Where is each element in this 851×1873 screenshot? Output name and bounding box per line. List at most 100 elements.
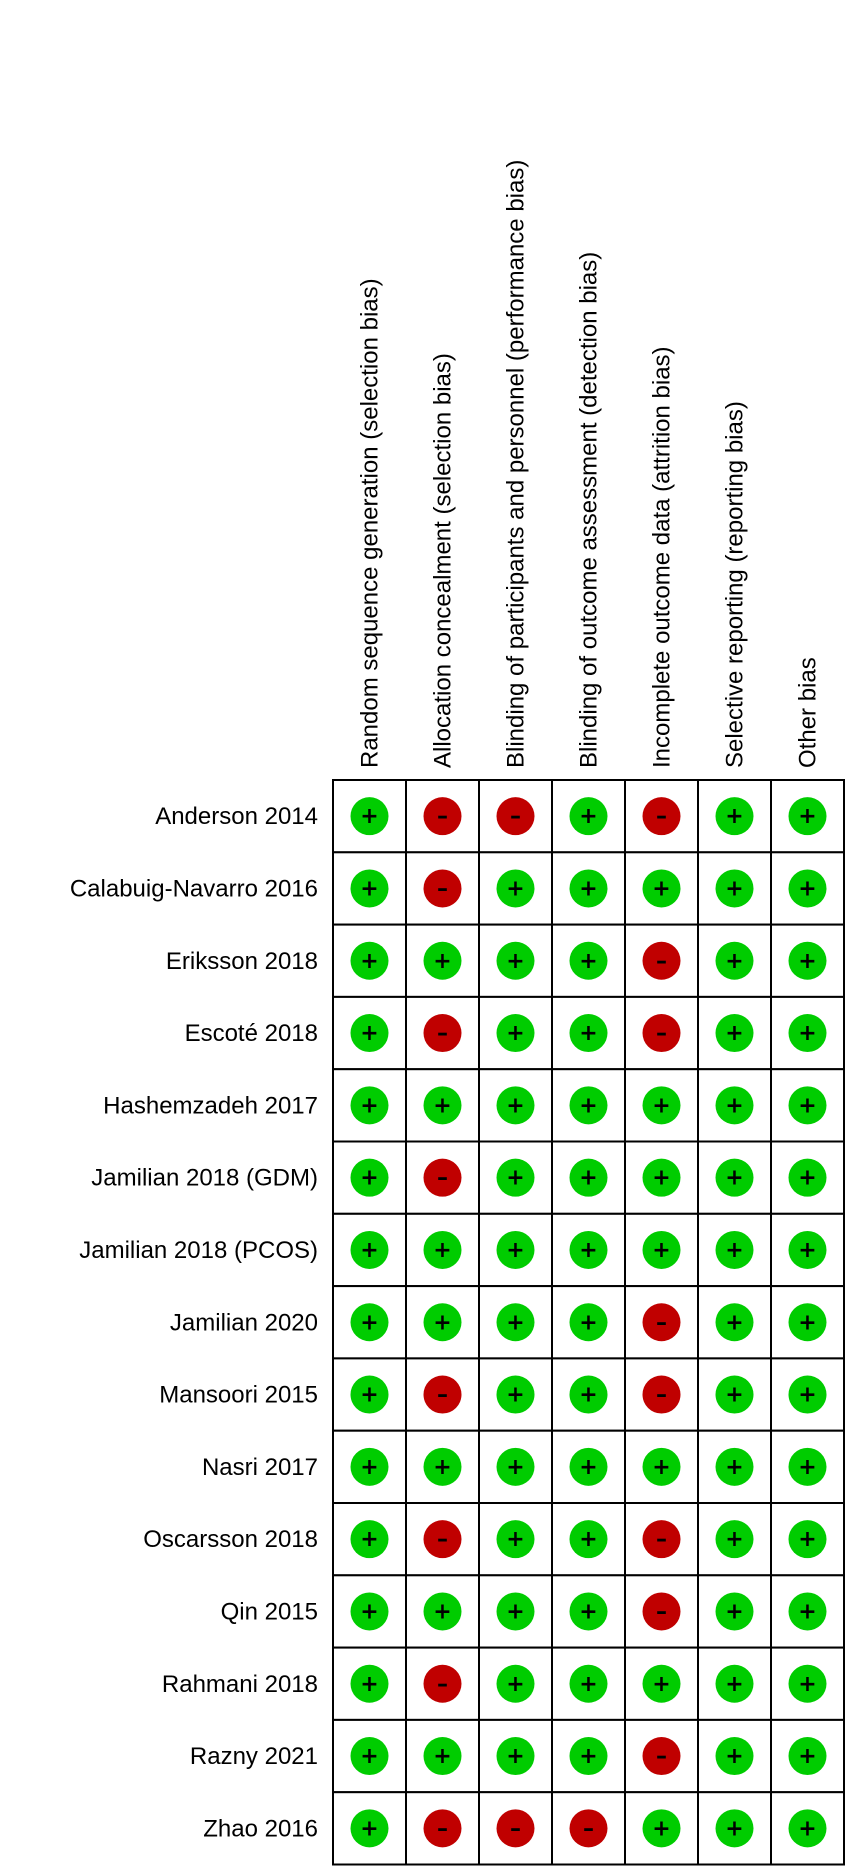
plus-symbol: + — [433, 1599, 451, 1624]
plus-symbol: + — [652, 1816, 670, 1841]
plus-symbol: + — [798, 1093, 816, 1118]
minus-symbol: – — [437, 804, 448, 829]
plus-symbol: + — [506, 1021, 524, 1046]
minus-symbol: – — [656, 1744, 667, 1769]
low-risk-mark — [788, 869, 827, 908]
plus-symbol: + — [360, 1672, 378, 1697]
low-risk-mark — [423, 1086, 462, 1125]
plus-symbol: + — [725, 804, 743, 829]
low-risk-mark — [423, 1230, 462, 1269]
plus-symbol: + — [725, 1816, 743, 1841]
plus-symbol: + — [579, 1672, 597, 1697]
low-risk-mark — [715, 1303, 754, 1342]
study-label: Qin 2015 — [221, 1598, 318, 1625]
plus-symbol: + — [725, 1093, 743, 1118]
minus-symbol: – — [437, 876, 448, 901]
low-risk-mark — [496, 1086, 535, 1125]
low-risk-mark — [350, 1664, 389, 1703]
low-risk-mark — [496, 1737, 535, 1776]
high-risk-mark — [642, 1303, 681, 1342]
minus-symbol: – — [656, 804, 667, 829]
study-label: Oscarsson 2018 — [143, 1526, 318, 1553]
minus-symbol: – — [510, 1816, 521, 1841]
plus-symbol: + — [506, 1527, 524, 1552]
plus-symbol: + — [506, 1166, 524, 1191]
plus-symbol: + — [652, 1166, 670, 1191]
grid-cell — [332, 1502, 407, 1577]
high-risk-mark — [423, 1158, 462, 1197]
plus-symbol: + — [652, 1672, 670, 1697]
plus-symbol: + — [579, 949, 597, 974]
low-risk-mark — [715, 1375, 754, 1414]
plus-symbol: + — [360, 1166, 378, 1191]
minus-symbol: – — [656, 1599, 667, 1624]
plus-symbol: + — [506, 1599, 524, 1624]
minus-symbol: – — [437, 1021, 448, 1046]
plus-symbol: + — [506, 1383, 524, 1408]
minus-symbol: – — [583, 1816, 594, 1841]
plus-symbol: + — [798, 1527, 816, 1552]
minus-symbol: – — [656, 1527, 667, 1552]
plus-symbol: + — [579, 1744, 597, 1769]
low-risk-mark — [788, 1303, 827, 1342]
plus-symbol: + — [725, 1744, 743, 1769]
low-risk-mark — [788, 1447, 827, 1486]
plus-symbol: + — [725, 1527, 743, 1552]
plus-symbol: + — [433, 949, 451, 974]
plus-symbol: + — [798, 1455, 816, 1480]
low-risk-mark — [496, 1014, 535, 1053]
low-risk-mark — [350, 941, 389, 980]
low-risk-mark — [788, 1086, 827, 1125]
low-risk-mark — [788, 1592, 827, 1631]
plus-symbol: + — [360, 1744, 378, 1769]
plus-symbol: + — [579, 1383, 597, 1408]
low-risk-mark — [496, 1664, 535, 1703]
low-risk-mark — [350, 1086, 389, 1125]
column-header-allocation-concealment-selection-bias: Allocation concealment (selection bias) — [430, 353, 457, 768]
low-risk-mark — [715, 1592, 754, 1631]
low-risk-mark — [350, 1230, 389, 1269]
low-risk-mark — [423, 1303, 462, 1342]
grid-cell — [551, 995, 626, 1071]
grid-cell — [770, 995, 845, 1071]
low-risk-mark — [350, 1158, 389, 1197]
plus-symbol: + — [360, 1455, 378, 1480]
plus-symbol: + — [579, 1166, 597, 1191]
study-label: Hashemzadeh 2017 — [103, 1092, 318, 1119]
grid-cell — [551, 1574, 626, 1649]
plus-symbol: + — [725, 1238, 743, 1263]
low-risk-mark — [715, 1737, 754, 1776]
high-risk-mark — [642, 1375, 681, 1414]
low-risk-mark — [569, 1086, 608, 1125]
low-risk-mark — [715, 797, 754, 836]
minus-symbol: – — [437, 1166, 448, 1191]
low-risk-mark — [350, 1375, 389, 1414]
minus-symbol: – — [656, 949, 667, 974]
plus-symbol: + — [433, 1310, 451, 1335]
low-risk-mark — [569, 1737, 608, 1776]
low-risk-mark — [715, 1014, 754, 1053]
low-risk-mark — [715, 1230, 754, 1269]
low-risk-mark — [350, 1014, 389, 1053]
high-risk-mark — [642, 797, 681, 836]
low-risk-mark — [350, 1737, 389, 1776]
minus-symbol: – — [510, 804, 521, 829]
low-risk-mark — [569, 1158, 608, 1197]
low-risk-mark — [569, 1014, 608, 1053]
low-risk-mark — [350, 1520, 389, 1559]
plus-symbol: + — [725, 1383, 743, 1408]
low-risk-mark — [788, 1664, 827, 1703]
plus-symbol: + — [579, 1599, 597, 1624]
high-risk-mark — [423, 1809, 462, 1848]
low-risk-mark — [569, 1592, 608, 1631]
low-risk-mark — [496, 1375, 535, 1414]
study-label: Anderson 2014 — [155, 803, 318, 830]
low-risk-mark — [715, 1086, 754, 1125]
low-risk-mark — [642, 1158, 681, 1197]
column-header-incomplete-outcome-data-attrition-bias: Incomplete outcome data (attrition bias) — [649, 346, 676, 768]
plus-symbol: + — [360, 1238, 378, 1263]
plus-symbol: + — [798, 1310, 816, 1335]
low-risk-mark — [715, 941, 754, 980]
plus-symbol: + — [360, 1383, 378, 1408]
plus-symbol: + — [360, 804, 378, 829]
